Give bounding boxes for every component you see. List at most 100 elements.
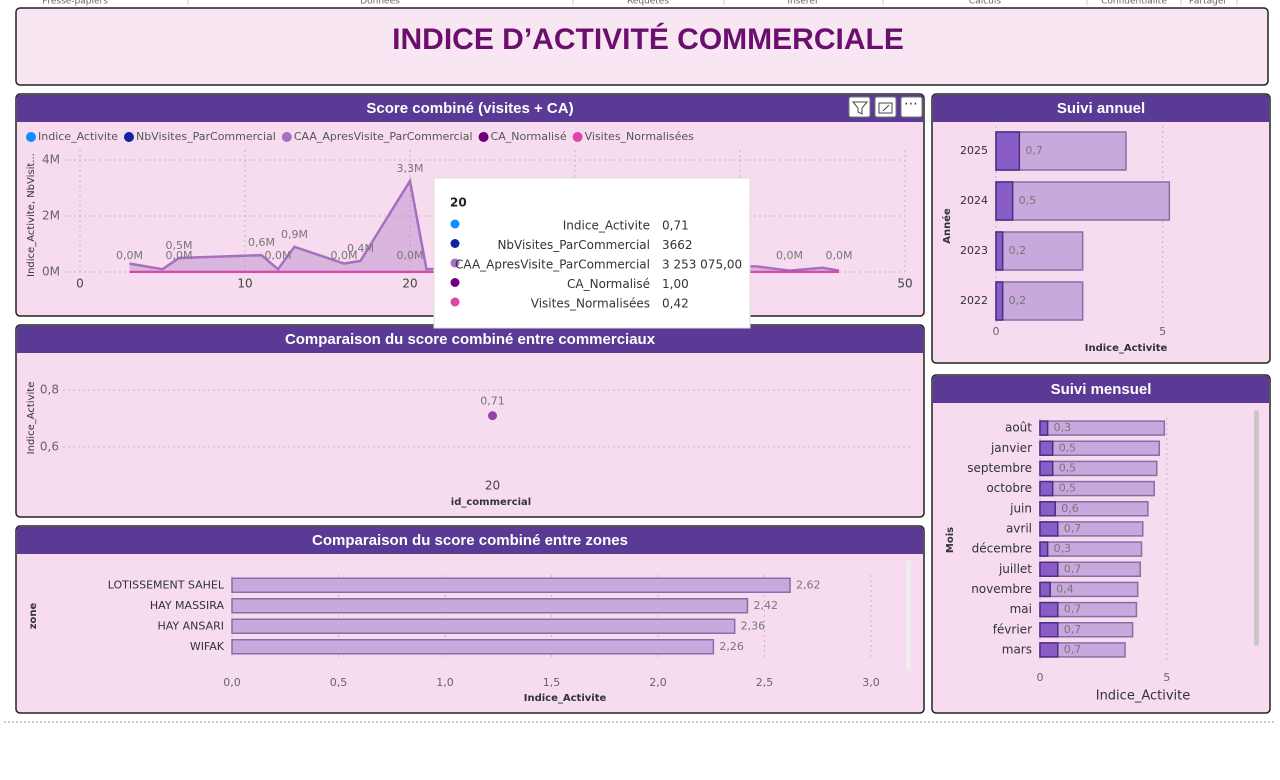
ribbon-group-label: Requêtes: [627, 0, 669, 7]
data-label: 0,7: [1064, 643, 1082, 656]
x-tick-label: 1,0: [436, 676, 454, 689]
page-title: INDICE D’ACTIVITÉ COMMERCIALE: [392, 22, 904, 56]
data-label: 0,4: [1056, 582, 1074, 595]
tooltip-value: 1,00: [662, 277, 689, 291]
x-tick-label: 5: [1163, 671, 1170, 684]
ribbon-group-label: Insérer: [787, 0, 819, 7]
x-tick-label: 1,5: [543, 676, 561, 689]
data-label: 0,5M: [166, 239, 193, 252]
data-label: 0,7: [1064, 522, 1082, 535]
data-label: 0,3: [1054, 421, 1072, 434]
bar: [1040, 482, 1154, 496]
bar: [1040, 643, 1058, 657]
focus-icon[interactable]: [875, 97, 896, 117]
y-axis-title: Année: [941, 208, 953, 244]
tooltip-title: 20: [450, 196, 467, 210]
bar: [1040, 421, 1048, 435]
tooltip-label: Indice_Activite: [563, 219, 650, 233]
y-tick-label: juillet: [998, 562, 1032, 576]
data-label: 0,0M: [776, 249, 803, 262]
bar: [1040, 482, 1053, 496]
legend-label: Visites_Normalisées: [585, 130, 695, 143]
data-label: 3,3M: [397, 162, 424, 175]
tooltip-label: CA_Normalisé: [567, 277, 650, 291]
ribbon-group-label: Calculs: [969, 0, 1001, 7]
y-axis-title: Indice_Activite, NbVisit...: [26, 153, 37, 277]
legend-label: Indice_Activite: [38, 130, 118, 143]
tooltip-marker: [451, 220, 460, 229]
y-tick-label: octobre: [986, 481, 1032, 495]
x-tick-label: 3,0: [862, 676, 880, 689]
y-tick-label: avril: [1006, 521, 1032, 535]
y-tick-label: WIFAK: [190, 640, 225, 653]
bar: [1040, 582, 1138, 596]
data-label: 0,4M: [347, 242, 374, 255]
legend-marker: [124, 132, 134, 142]
legend-marker: [479, 132, 489, 142]
visual-title: Comparaison du score combiné entre comme…: [285, 331, 656, 348]
y-tick-label: janvier: [990, 441, 1032, 455]
x-tick-label: 5: [1159, 325, 1166, 338]
visual-title: Comparaison du score combiné entre zones: [312, 532, 628, 549]
legend-label: CA_Normalisé: [491, 130, 567, 143]
y-axis-title: Indice_Activite: [26, 382, 37, 455]
x-tick-label: 0: [1037, 671, 1044, 684]
data-label: 0,0M: [826, 249, 853, 262]
ribbon-group-label: Presse-papiers: [42, 0, 108, 7]
y-tick-label: LOTISSEMENT SAHEL: [108, 578, 225, 591]
y-tick-label: HAY MASSIRA: [150, 599, 225, 612]
data-label: 0,7: [1064, 562, 1082, 575]
x-axis-title: Indice_Activite: [524, 693, 607, 704]
bar: [232, 619, 735, 633]
tooltip-value: 3662: [662, 238, 693, 252]
x-tick-label: 50: [897, 277, 912, 291]
x-tick-label: 2,5: [756, 676, 774, 689]
visual-frame: [16, 325, 924, 517]
bar: [1040, 582, 1050, 596]
ribbon-group-label: Confidentialité: [1101, 0, 1167, 7]
data-label: 0,3: [1054, 542, 1072, 555]
y-axis-title: zone: [28, 602, 39, 629]
y-tick-label: 2025: [960, 144, 988, 157]
visual-title: Score combiné (visites + CA): [366, 100, 573, 117]
bar: [1040, 441, 1053, 455]
y-tick-label: 2024: [960, 194, 988, 207]
bar: [996, 182, 1013, 220]
bar: [1040, 461, 1053, 475]
bar: [1040, 522, 1058, 536]
y-tick-label: 0M: [42, 265, 60, 279]
ribbon-group-label: Données: [360, 0, 400, 7]
tooltip-label: NbVisites_ParCommercial: [497, 238, 650, 252]
data-label: 0,9M: [281, 228, 308, 241]
y-axis-title: Mois: [945, 527, 956, 553]
x-tick-label: 10: [237, 277, 252, 291]
tooltip-label: CAA_ApresVisite_ParCommercial: [455, 258, 650, 272]
filter-icon[interactable]: [849, 97, 870, 117]
bar: [1040, 542, 1048, 556]
data-label: 0,71: [480, 395, 505, 408]
tooltip-marker: [451, 278, 460, 287]
data-label: 0,7: [1064, 603, 1082, 616]
data-label: 0,5: [1059, 461, 1077, 474]
data-label: 0,5: [1019, 194, 1037, 207]
y-tick-label: 0,8: [40, 383, 59, 397]
y-tick-label: 4M: [42, 153, 60, 167]
bar: [1040, 502, 1055, 516]
legend-marker: [282, 132, 292, 142]
bar: [1040, 603, 1058, 617]
x-tick-label: 0,0: [223, 676, 241, 689]
x-tick-label: 2,0: [649, 676, 667, 689]
bar: [232, 578, 790, 592]
bar: [996, 282, 1003, 320]
y-tick-label: 0,6: [40, 439, 59, 453]
bar: [996, 132, 1019, 170]
y-tick-label: HAY ANSARI: [157, 619, 224, 632]
data-label: 0,7: [1025, 144, 1043, 157]
bar: [1040, 623, 1058, 637]
data-label: 0,2: [1009, 244, 1027, 257]
bar: [996, 232, 1003, 270]
ribbon-group-label: Partager: [1189, 0, 1228, 7]
bar: [1040, 461, 1157, 475]
tooltip-value: 3 253 075,00: [662, 258, 742, 272]
